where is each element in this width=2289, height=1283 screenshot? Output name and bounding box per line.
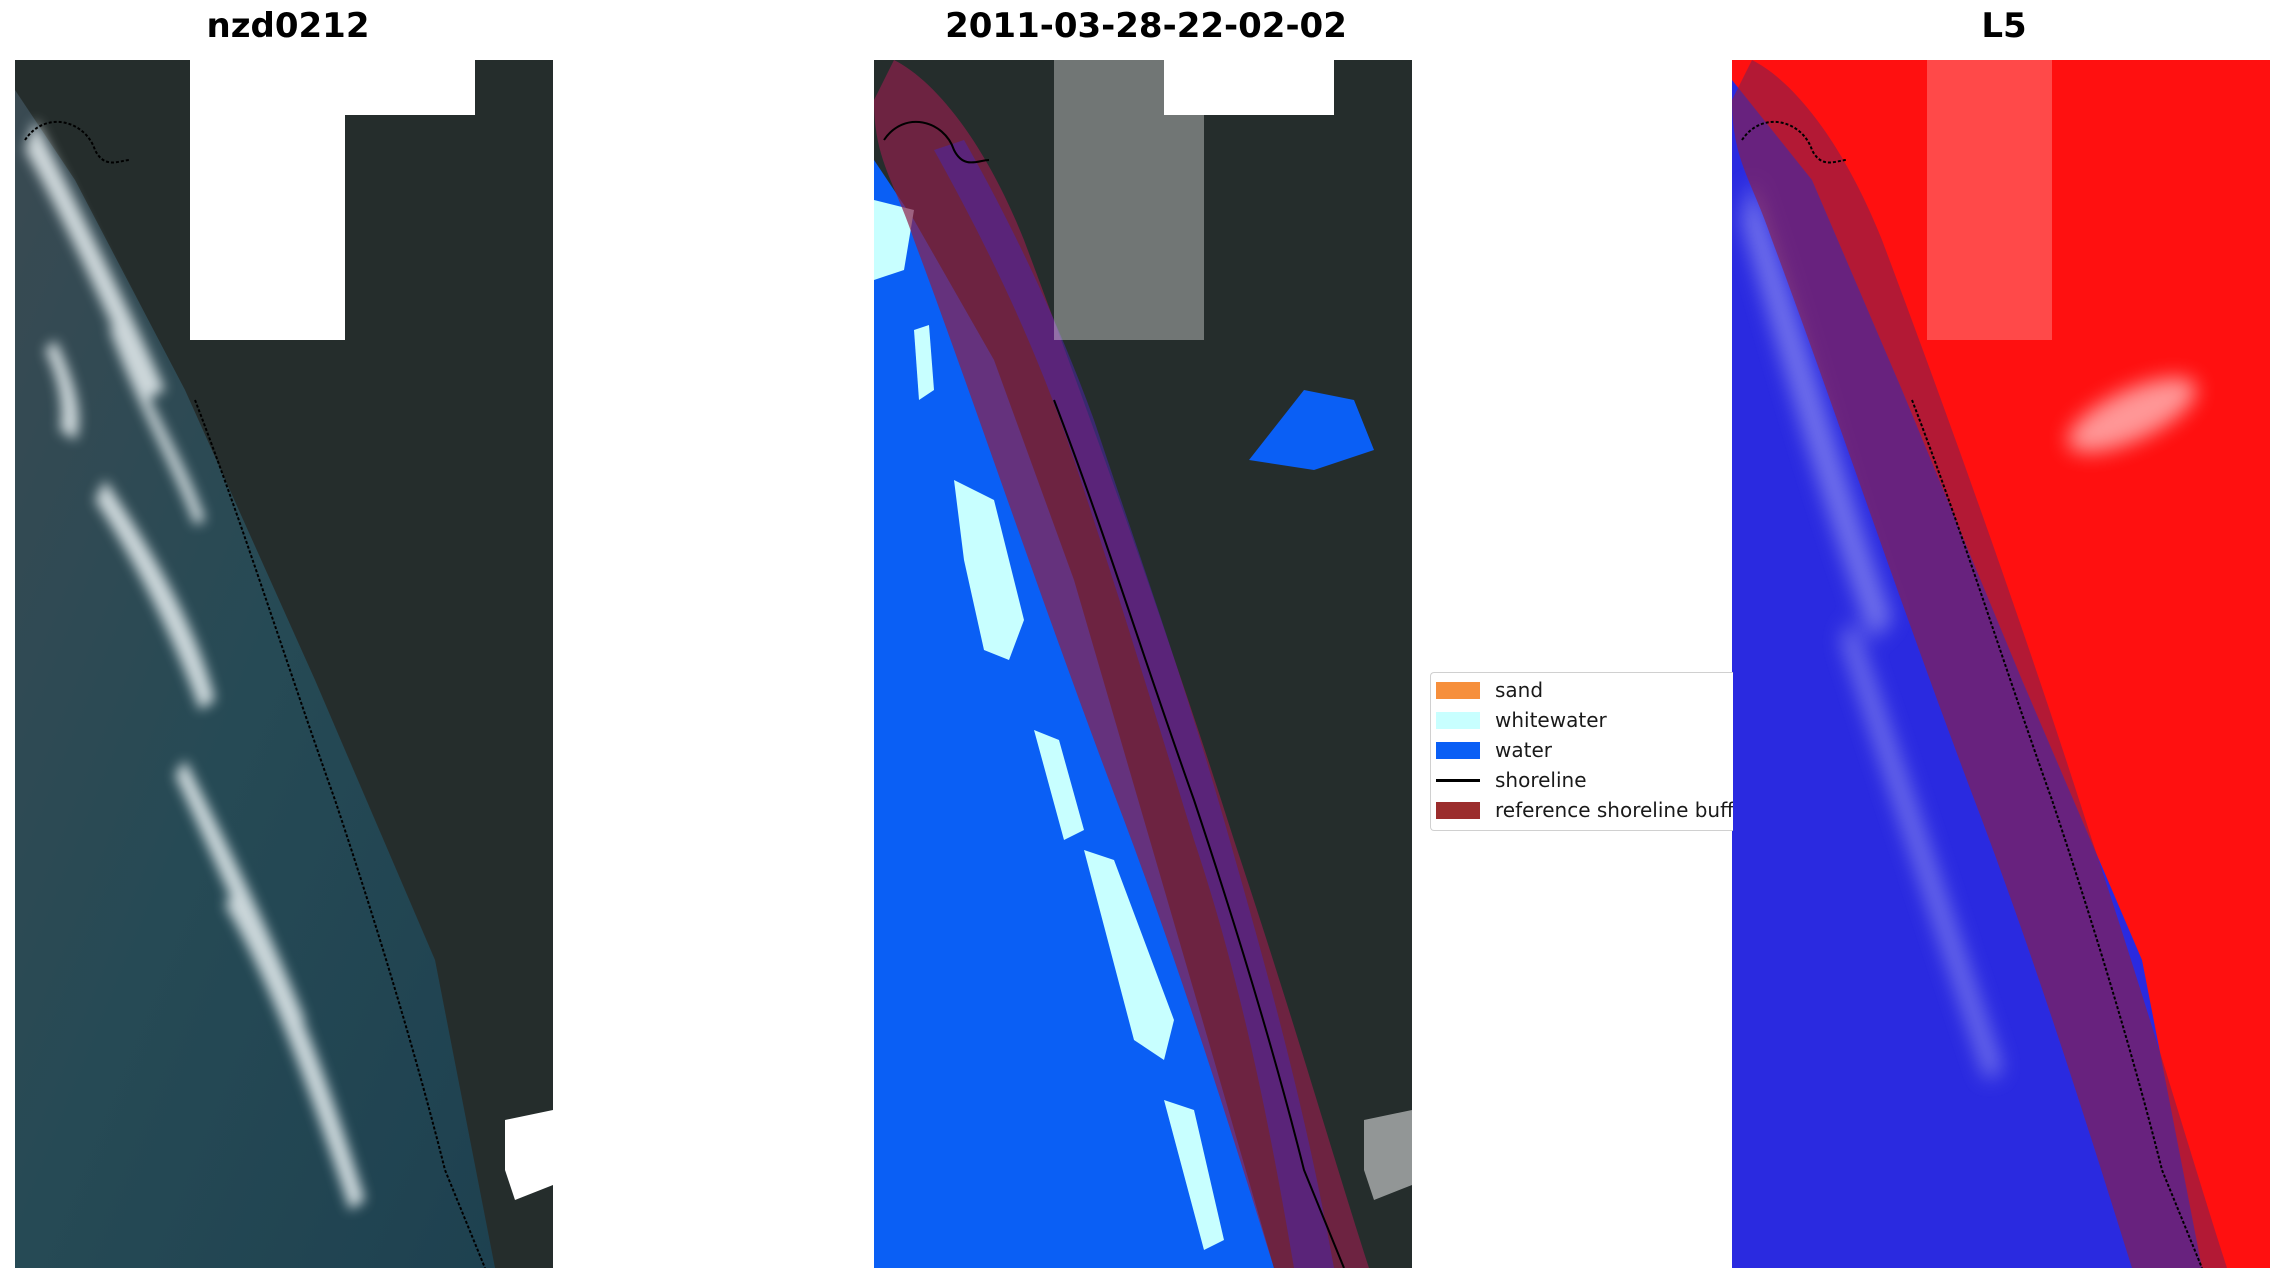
legend-item-buffer: reference shoreline buffer [1431,797,1733,823]
index-image-panel [1732,60,2270,1268]
legend-label: water [1495,738,1552,762]
legend-label: reference shoreline buffer [1495,798,1733,822]
legend: sand whitewater water shoreline referenc… [1430,672,1733,831]
shoreline [24,121,486,1268]
classified-image-panel [874,60,1412,1268]
shoreline [1741,121,2203,1268]
panel-title-index: L5 [1981,6,2027,46]
legend-label: whitewater [1495,708,1607,732]
index-image [1732,60,2270,1268]
whitewater-area [874,200,1224,1250]
reference-shoreline-buffer [1732,60,2227,1268]
legend-label: shoreline [1495,768,1587,792]
panel-title-rgb: nzd0212 [206,6,370,46]
shoreline [883,121,1345,1268]
rgb-image-panel [15,60,553,1268]
classified-image [874,60,1412,1268]
legend-label: sand [1495,678,1544,702]
legend-swatch-buffer [1436,801,1480,819]
legend-swatch-whitewater [1436,711,1480,729]
legend-line-shoreline [1436,778,1480,782]
panel-title-classified: 2011-03-28-22-02-02 [945,6,1347,46]
legend-item-shoreline: shoreline [1431,767,1587,793]
water-area [874,160,1274,1268]
legend-item-water: water [1431,737,1552,763]
rgb-image [15,60,553,1268]
legend-swatch-sand [1436,681,1480,699]
legend-item-sand: sand [1431,677,1543,703]
legend-swatch-water [1436,741,1480,759]
legend-item-whitewater: whitewater [1431,707,1607,733]
